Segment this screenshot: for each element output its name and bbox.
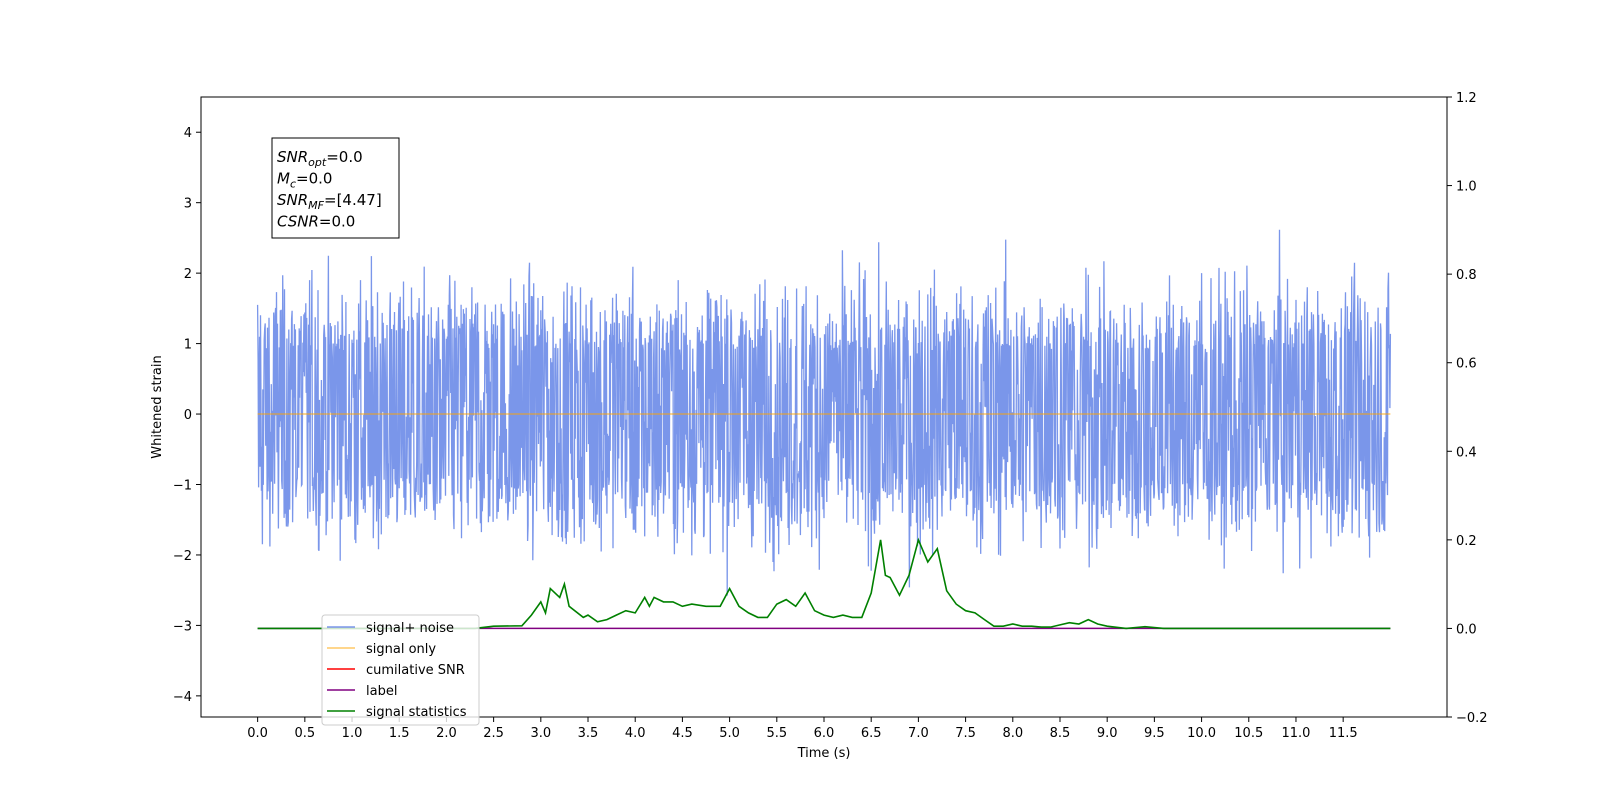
x-axis-ticks: 0.0 0.5 1.0 1.5 2.0 2.5 3.0 3.5 4.0 4.5 5.0 5.5 6.0 6… [247,717,1358,741]
legend-label: signal only [366,642,436,657]
statistics-line: SNRMF=[4.47] [277,191,382,212]
left-y-tick-label: −4 [173,690,192,705]
x-tick-label: 6.5 [861,726,882,741]
x-tick-label: 9.5 [1144,726,1165,741]
left-y-tick-label: 3 [184,197,192,212]
x-tick-label: 3.5 [578,726,599,741]
x-axis-label: Time (s) [797,746,851,761]
left-y-axis-ticks: −4 −3 −2 −1 0 1 2 3 4 [173,126,201,705]
x-tick-label: 5.5 [766,726,787,741]
statistics-line: Mc=0.0 [277,170,332,191]
left-y-tick-label: 1 [184,338,192,353]
right-y-axis-ticks: −0.2 0.0 0.2 0.4 0.6 0.8 1.0 1.2 [1447,91,1488,726]
x-tick-label: 1.5 [389,726,410,741]
x-tick-label: 10.5 [1234,726,1263,741]
x-tick-label: 8.0 [1002,726,1023,741]
right-y-tick-label: 0.6 [1456,357,1477,372]
right-y-tick-label: 1.0 [1456,180,1477,195]
x-tick-label: 9.0 [1097,726,1118,741]
x-tick-label: 4.5 [672,726,693,741]
x-tick-label: 3.0 [530,726,551,741]
x-tick-label: 11.5 [1329,726,1358,741]
x-tick-label: 2.5 [483,726,504,741]
x-tick-label: 7.5 [955,726,976,741]
legend-label: signal statistics [366,705,467,720]
right-y-tick-label: −0.2 [1456,711,1488,726]
left-y-tick-label: −2 [173,549,192,564]
x-tick-label: 2.0 [436,726,457,741]
right-y-tick-label: 0.4 [1456,445,1477,460]
x-tick-label: 0.5 [294,726,315,741]
left-y-tick-label: −1 [173,479,192,494]
right-y-tick-label: 0.2 [1456,534,1477,549]
left-y-tick-label: 0 [184,408,192,423]
legend: signal+ noise signal only cumilative SNR la… [321,614,480,726]
statistics-line: SNRopt=0.0 [277,148,363,169]
x-tick-label: 11.0 [1281,726,1310,741]
left-y-tick-label: 4 [184,126,192,141]
signal-noise-line [256,229,1392,596]
x-tick-label: 5.0 [719,726,740,741]
right-y-tick-label: 0.0 [1456,622,1477,637]
signal-noise-series [256,229,1392,596]
statistics-line: CSNR=0.0 [277,213,355,231]
x-tick-label: 4.0 [625,726,646,741]
right-y-tick-label: 1.2 [1456,91,1477,106]
statistics-box-frame [271,137,400,239]
x-tick-label: 0.0 [247,726,268,741]
left-y-tick-label: 2 [184,267,192,282]
x-tick-label: 8.5 [1050,726,1071,741]
x-tick-label: 1.0 [342,726,363,741]
legend-label: signal+ noise [366,621,454,636]
x-tick-label: 10.0 [1187,726,1216,741]
right-y-tick-label: 0.8 [1456,268,1477,283]
signal-statistics-line [257,537,1391,630]
left-y-tick-label: −3 [173,619,192,634]
y-axis-label: Whitened strain [150,355,165,458]
legend-frame [321,614,480,726]
legend-label: label [366,684,397,699]
legend-label: cumilative SNR [366,663,465,678]
x-tick-label: 6.0 [814,726,835,741]
x-tick-label: 7.0 [908,726,929,741]
